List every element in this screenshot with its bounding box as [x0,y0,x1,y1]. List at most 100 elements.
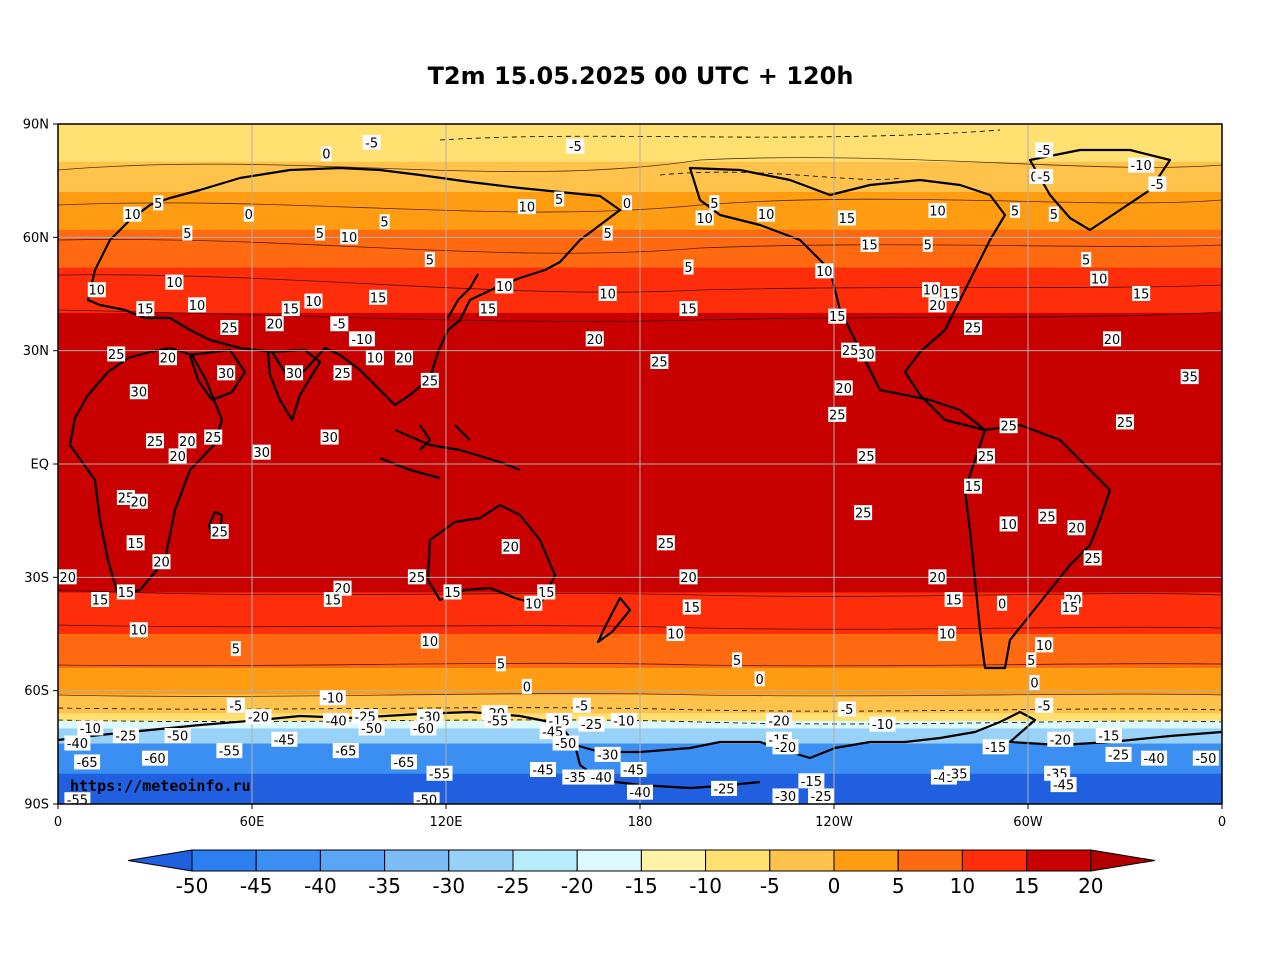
contour-label: -45 [530,762,556,779]
x-tick-label: 0 [54,815,62,830]
contour-label-text: -25 [713,782,734,797]
contour-label-text: 5 [924,238,932,253]
contour-label: 25 [1083,550,1102,567]
contour-label: 25 [204,429,223,446]
contour-label-text: 30 [253,446,270,461]
contour-label-text: 5 [1011,204,1019,219]
contour-label-bg [58,569,77,585]
contour-label-bg [129,384,148,400]
japan-coastline [447,273,479,319]
contour-label-text: 5 [154,197,162,212]
contour-label-text: -35 [565,771,586,786]
contour-label-bg [757,206,776,222]
contour-label-bg [74,754,101,770]
contour-label-bg [857,346,876,362]
contour-label-text: 20 [929,571,946,586]
contour-label-text: -40 [629,786,650,801]
contour-label-bg [588,769,615,785]
colorbar-bin [705,849,771,872]
contour-label-bg [1132,286,1151,301]
contour-label: 15 [941,286,960,303]
contour-label-bg [537,584,556,600]
contour-label-bg [546,712,573,728]
colorbar-bin [576,849,642,872]
contour-label-text: 10 [758,208,775,223]
contour-label: -45 [1050,777,1077,794]
contour-label: 30 [129,384,148,401]
contour-label: 20 [928,569,947,586]
contour-label: 15 [682,599,701,616]
contour-label-bg [285,365,304,381]
contour-label-bg [709,195,720,211]
contour-label-text: 25 [965,322,982,337]
contour-label: 20 [158,350,177,367]
contour-label-bg [585,331,604,347]
contour-label-bg [1048,206,1059,222]
contour-label-bg [204,429,223,445]
contour-label-bg [358,720,385,736]
contour-label-text: -5 [575,699,588,714]
contour-label-text: 20 [266,318,283,333]
contour-label: 10 [188,297,207,314]
contour-label-bg [539,724,566,740]
contour-label-bg [808,788,835,804]
contour-label-bg [281,301,300,317]
contour-label-text: 30 [131,386,148,401]
contour-label-text: 25 [211,526,228,541]
contour-label-bg [333,365,352,381]
contour-label-bg [999,516,1018,532]
contour-label: -5 [1035,168,1054,185]
contour-label-text: 15 [942,288,959,303]
contour-label-bg [928,297,947,313]
contour-label: 5 [1026,652,1037,669]
contour-label: -5 [1,139,19,156]
contour-label-text: -10 [351,333,372,348]
contour-label: 25 [1038,508,1057,525]
colorbar-bin [1026,849,1092,872]
contour-label-bg [711,780,738,796]
colorbar-bin [897,849,963,872]
contour-label: -55 [484,712,511,729]
colorbar-label: -20 [561,874,594,898]
contour-label-bg [416,709,443,725]
contour-label-bg [165,274,184,290]
contour-label: 5 [554,191,565,208]
contour-label-bg [314,225,325,241]
contour-label-text: -5 [3,140,16,155]
contour-label-text: -65 [335,745,356,760]
contour-label-bg [330,316,349,332]
contour-label-bg [517,199,536,215]
contour-label-text: 20 [153,556,170,571]
contour-label-text: 10 [189,299,206,314]
y-tick-label: 60S [24,684,49,699]
contour-label: 5 [602,225,613,242]
contour-label: 10 [815,263,834,280]
contour-label-text: 15 [945,594,962,609]
contour-label-bg [1035,637,1054,653]
contour-label-text: 15 [137,303,154,318]
contour-label-bg [857,448,876,464]
indonesia-coastline [379,424,521,480]
contour-label-bg [123,206,142,222]
contour-label: -5 [226,697,245,714]
colorbar-bin [833,849,899,872]
contour-label-text: 35 [1181,371,1198,386]
contour-label-bg [158,350,177,366]
contour-label-bg [129,493,148,509]
colorbar-min-arrow [127,849,193,872]
contour-label-bg [1047,731,1074,747]
x-tick-label: 120W [815,815,853,830]
contour-label-text: 5 [710,197,718,212]
contour-label: 20 [394,350,413,367]
contour-label-bg [348,331,375,347]
contour-label-bg [501,539,520,555]
contour-label-text: 5 [604,227,612,242]
contour-label: 10 [524,595,543,612]
x-tick-label: 180 [628,815,653,830]
contour-label-bg [566,138,585,154]
contour-label-text: 5 [1050,208,1058,223]
contour-label-bg [1083,550,1102,566]
eurasia-coastline [86,166,622,407]
contour-label-text: -55 [219,745,240,760]
contour-label-text: 10 [939,628,956,643]
